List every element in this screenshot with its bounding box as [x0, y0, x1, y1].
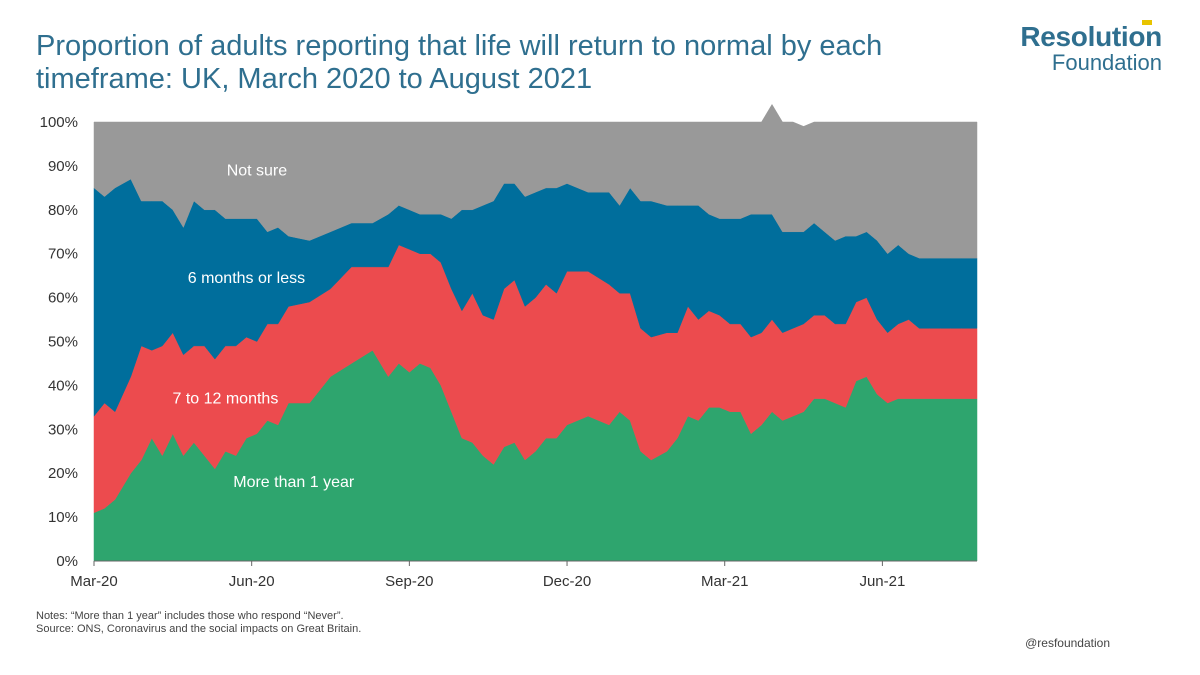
- resolution-foundation-logo: Resolution Foundation: [1020, 20, 1162, 75]
- x-tick-label: Jun-21: [859, 573, 905, 590]
- series-label: 6 months or less: [188, 270, 305, 287]
- x-axis: Mar-20 Jun-20 Sep-20 Dec-20 Mar-21 Jun-21: [70, 560, 977, 590]
- chart-title: Proportion of adults reporting that life…: [36, 30, 883, 95]
- chart-areas: [93, 103, 978, 562]
- y-tick-label: 30%: [48, 421, 78, 438]
- series-label: Not sure: [227, 162, 288, 179]
- logo-accent-icon: [1142, 20, 1152, 25]
- x-tick-label: Sep-20: [385, 573, 433, 590]
- series-label: More than 1 year: [233, 474, 355, 491]
- y-tick-label: 50%: [48, 334, 78, 351]
- x-tick-label: Jun-20: [229, 573, 275, 590]
- series-label: 7 to 12 months: [172, 391, 278, 408]
- x-tick-label: Mar-20: [70, 573, 118, 590]
- chart-annotations: Not sure 6 months or less 7 to 12 months Mo…: [172, 162, 354, 491]
- y-tick-label: 100%: [40, 114, 78, 131]
- note-text: Notes: “More than 1 year” includes those…: [36, 610, 344, 622]
- y-tick-label: 80%: [48, 202, 78, 219]
- logo-sub: Foundation: [1051, 50, 1162, 75]
- chart-notes: Notes: “More than 1 year” includes those…: [36, 610, 361, 636]
- y-tick-label: 60%: [48, 290, 78, 307]
- y-axis: 0% 10% 20% 30% 40% 50% 60% 70% 80% 90% 100%: [40, 114, 78, 570]
- series-area-3: [93, 103, 978, 259]
- social-handle: @resfoundation: [1025, 636, 1110, 650]
- y-tick-label: 10%: [48, 509, 78, 526]
- logo-name: Resolution: [1020, 21, 1162, 52]
- y-tick-label: 90%: [48, 158, 78, 175]
- y-tick-label: 40%: [48, 377, 78, 394]
- x-tick-label: Mar-21: [701, 573, 749, 590]
- y-tick-label: 70%: [48, 246, 78, 263]
- y-tick-label: 20%: [48, 465, 78, 482]
- x-tick-label: Dec-20: [543, 573, 591, 590]
- source-text: Source: ONS, Coronavirus and the social …: [36, 623, 362, 635]
- y-tick-label: 0%: [56, 553, 78, 570]
